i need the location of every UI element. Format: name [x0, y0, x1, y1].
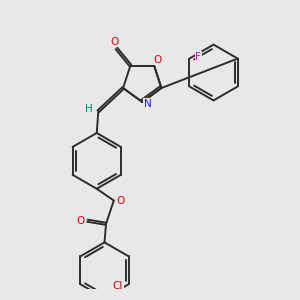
- Text: O: O: [111, 37, 119, 46]
- Text: N: N: [144, 98, 152, 109]
- Text: O: O: [116, 196, 125, 206]
- Text: Cl: Cl: [112, 281, 123, 291]
- Text: O: O: [76, 216, 85, 226]
- Text: O: O: [154, 55, 162, 65]
- Text: H: H: [85, 104, 92, 114]
- Text: F: F: [195, 52, 201, 62]
